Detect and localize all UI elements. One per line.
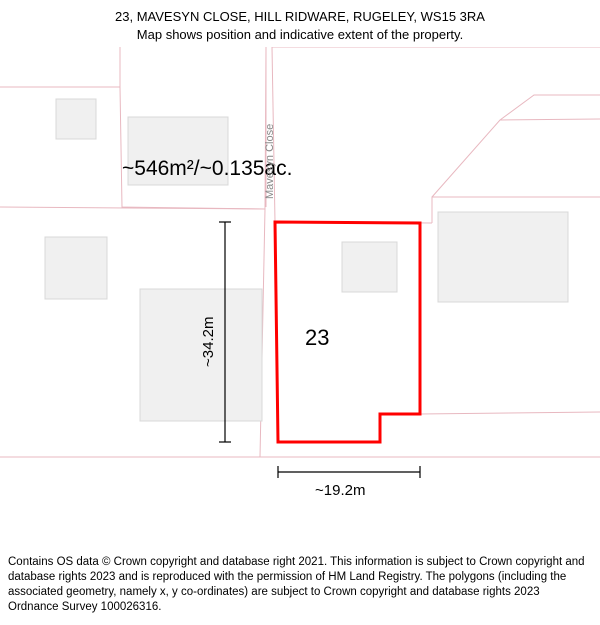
title-block: 23, MAVESYN CLOSE, HILL RIDWARE, RUGELEY…	[0, 0, 600, 47]
property-address: 23, MAVESYN CLOSE, HILL RIDWARE, RUGELEY…	[10, 8, 590, 26]
map-svg	[0, 47, 600, 542]
copyright-footer: Contains OS data © Crown copyright and d…	[0, 549, 600, 625]
street-name-label: Mavesyn Close	[264, 124, 276, 199]
width-dimension-label: ~19.2m	[315, 482, 365, 499]
height-dimension-label: ~34.2m	[200, 317, 217, 367]
property-map: ~546m²/~0.135ac. Mavesyn Close 23 ~34.2m…	[0, 47, 600, 542]
subtitle: Map shows position and indicative extent…	[10, 26, 590, 44]
house-number-label: 23	[305, 325, 329, 351]
